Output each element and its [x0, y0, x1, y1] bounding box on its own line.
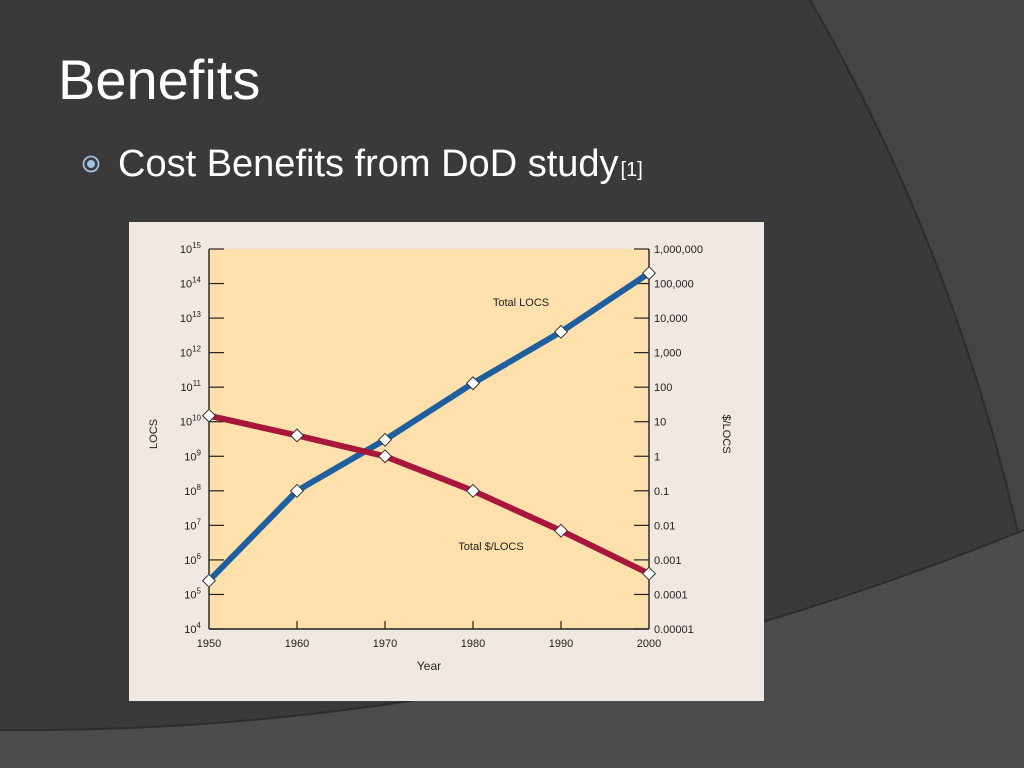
y-axis-label: LOCS [148, 419, 160, 449]
slide-title: Benefits [58, 48, 261, 111]
data-point-marker [465, 376, 481, 391]
x-tick-label: 1980 [461, 638, 485, 650]
data-point-marker [641, 266, 657, 281]
y2-tick-label: 1,000,000 [654, 244, 703, 256]
bullet-reference: [1] [620, 158, 643, 181]
data-point-marker [289, 428, 305, 443]
y2-tick-label: 0.0001 [654, 589, 688, 601]
data-point-marker [201, 408, 217, 423]
y2-tick-label: 0.01 [654, 520, 675, 532]
series-label-total-locs: Total LOCS [493, 297, 549, 309]
bullet-text: Cost Benefits from DoD study [118, 143, 619, 185]
x-tick-label: 1950 [197, 638, 221, 650]
x-axis-label: Year [417, 659, 441, 673]
data-point-marker [377, 432, 393, 447]
axes [208, 249, 650, 630]
y2-tick-label: 10 [654, 417, 666, 429]
y2-tick-label: 100 [654, 382, 672, 394]
series-layer [201, 266, 657, 588]
x-tick-label: 1970 [373, 638, 397, 650]
y-tick-label: 108 [184, 483, 201, 498]
y-tick-label: 1013 [180, 310, 202, 325]
y-tick-label: 1010 [180, 414, 202, 429]
y2-tick-label: 1,000 [654, 348, 682, 360]
bullet-item: Cost Benefits from DoD study [1] [82, 145, 643, 183]
y-tick-label: 106 [184, 552, 201, 567]
data-point-marker [553, 324, 569, 339]
data-point-marker [201, 573, 217, 588]
chart-figure: 1015 1014 1013 1012 1011 1010 109 108 107 106 105 1… [129, 222, 764, 701]
data-point-marker [377, 449, 393, 464]
x-tick-label: 1960 [285, 638, 309, 650]
y-tick-label: 1014 [180, 276, 202, 291]
y2-axis-ticks: 1,000,000 100,000 10,000 1,000 100 10 1 0.1 0.01… [634, 244, 703, 636]
y2-tick-label: 0.1 [654, 486, 669, 498]
y-tick-label: 107 [184, 517, 201, 532]
data-point-marker [289, 483, 305, 498]
y2-axis-label: $/LOCS [720, 414, 732, 453]
chart: 1015 1014 1013 1012 1011 1010 109 108 107 106 105 1… [148, 241, 732, 673]
y-tick-label: 104 [184, 621, 201, 636]
data-point-marker [553, 523, 569, 538]
y-tick-label: 1015 [180, 241, 202, 256]
series-line-1 [208, 412, 651, 577]
y2-tick-label: 0.001 [654, 555, 682, 567]
x-axis-ticks: 1950 1960 1970 1980 1990 2000 [197, 621, 661, 650]
plot-area [209, 249, 649, 629]
series-line-0 [206, 270, 651, 583]
circle-bullet-icon [82, 155, 100, 173]
data-point-marker [465, 483, 481, 498]
x-tick-label: 2000 [637, 638, 661, 650]
y-tick-label: 1012 [180, 345, 202, 360]
y2-tick-label: 0.00001 [654, 624, 694, 636]
y2-tick-label: 1 [654, 451, 660, 463]
y-axis-ticks: 1015 1014 1013 1012 1011 1010 109 108 107 106 105 1… [180, 241, 224, 636]
y-tick-label: 105 [184, 586, 201, 601]
series-label-total-cost: Total $/LOCS [458, 541, 523, 553]
y2-tick-label: 10,000 [654, 313, 688, 325]
x-tick-label: 1990 [549, 638, 573, 650]
data-point-marker [641, 566, 657, 581]
y-tick-label: 1011 [180, 379, 201, 394]
y2-tick-label: 100,000 [654, 279, 694, 291]
y-tick-label: 109 [184, 448, 201, 463]
